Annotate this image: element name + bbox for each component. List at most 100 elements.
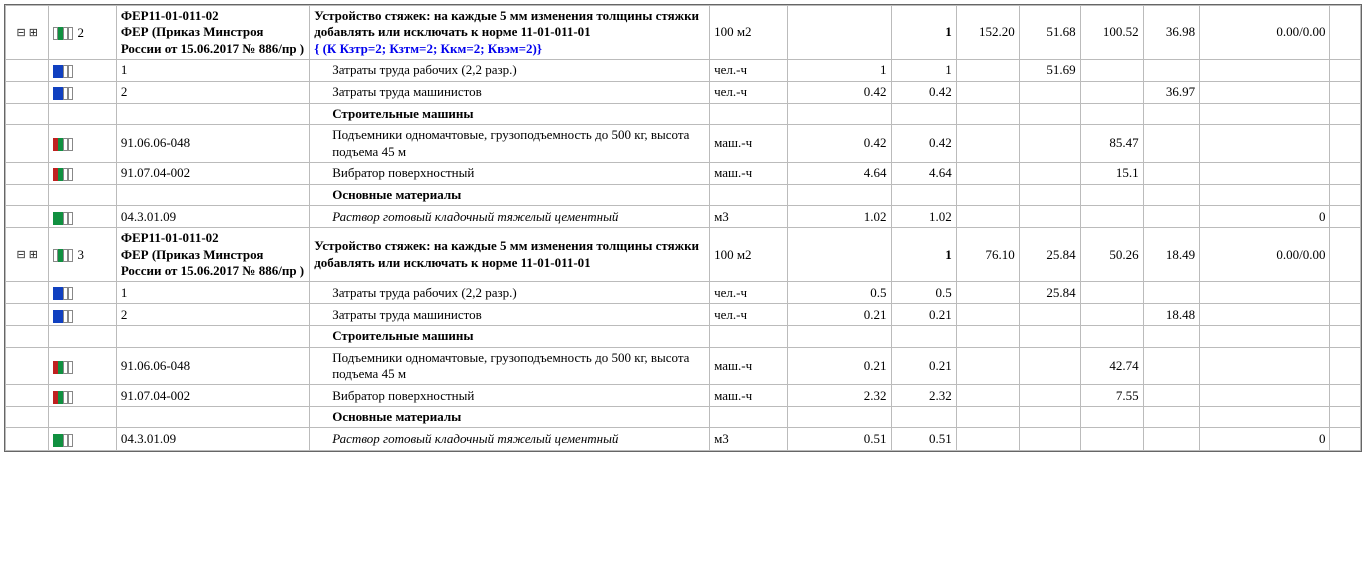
table-row[interactable]: 91.06.06-048Подъемники одномачтовые, гру… [6, 347, 1361, 385]
table-row[interactable]: Строительные машины [6, 326, 1361, 347]
item-code: 2 [116, 304, 309, 326]
item-code: 1 [116, 59, 309, 81]
cell [1080, 326, 1143, 347]
cell: 85.47 [1080, 125, 1143, 163]
item-code: 91.06.06-048 [116, 125, 309, 163]
cell [956, 282, 1019, 304]
table-row[interactable]: 1Затраты труда рабочих (2,2 разр.)чел.-ч… [6, 59, 1361, 81]
item-description: Устройство стяжек: на каждые 5 мм измене… [310, 6, 710, 60]
table-row[interactable]: ⊟ ⊞3ФЕР11-01-011-02ФЕР (Приказ Минстроя … [6, 228, 1361, 282]
cell [1200, 81, 1330, 103]
cell: 25.84 [1019, 282, 1080, 304]
cell [1330, 326, 1361, 347]
cell: маш.-ч [710, 162, 788, 184]
status-marker [49, 59, 116, 81]
cell: маш.-ч [710, 125, 788, 163]
item-code: 1 [116, 282, 309, 304]
cell [1019, 81, 1080, 103]
table-row[interactable]: ⊟ ⊞ 2ФЕР11-01-011-02ФЕР (Приказ Минстроя … [6, 6, 1361, 60]
cell: 0.5 [891, 282, 956, 304]
cell [116, 407, 309, 428]
status-marker [49, 304, 116, 326]
cell [1143, 282, 1200, 304]
cell: 0.00/0.00 [1200, 228, 1330, 282]
cell: 2.32 [788, 385, 891, 407]
table-row[interactable]: 1Затраты труда рабочих (2,2 разр.)чел.-ч… [6, 282, 1361, 304]
cell [956, 59, 1019, 81]
table-row[interactable]: 91.07.04-002Вибратор поверхностныймаш.-ч… [6, 385, 1361, 407]
cell [956, 206, 1019, 228]
table-row[interactable]: 91.07.04-002Вибратор поверхностныймаш.-ч… [6, 162, 1361, 184]
cell [956, 125, 1019, 163]
table-row[interactable]: Строительные машины [6, 104, 1361, 125]
item-description: Вибратор поверхностный [310, 385, 710, 407]
cell [956, 104, 1019, 125]
cell [1143, 428, 1200, 450]
item-code: ФЕР11-01-011-02ФЕР (Приказ Минстроя Росс… [116, 6, 309, 60]
cell [1330, 6, 1361, 60]
cell [1080, 81, 1143, 103]
table-row[interactable]: 91.06.06-048Подъемники одномачтовые, гру… [6, 125, 1361, 163]
cell: 0.51 [891, 428, 956, 450]
cell [116, 104, 309, 125]
cell: 7.55 [1080, 385, 1143, 407]
table-row[interactable]: 2Затраты труда машинистовчел.-ч0.210.211… [6, 304, 1361, 326]
cell [788, 104, 891, 125]
cell: маш.-ч [710, 347, 788, 385]
cell: 1 [891, 59, 956, 81]
cell [956, 304, 1019, 326]
cell [1080, 304, 1143, 326]
cell: 0.21 [788, 347, 891, 385]
cell: м3 [710, 206, 788, 228]
cell: 1 [891, 6, 956, 60]
cell [49, 326, 116, 347]
cell [1330, 81, 1361, 103]
cell [1330, 206, 1361, 228]
tree-toggle-icon[interactable]: ⊟ ⊞ [16, 249, 38, 261]
cell [1019, 162, 1080, 184]
item-description: Затраты труда рабочих (2,2 разр.) [310, 59, 710, 81]
cell [6, 407, 49, 428]
table-row[interactable]: 04.3.01.09Раствор готовый кладочный тяже… [6, 428, 1361, 450]
cell [6, 206, 49, 228]
cell [1330, 125, 1361, 163]
cell [1200, 326, 1330, 347]
item-description: Вибратор поверхностный [310, 162, 710, 184]
cell [1330, 428, 1361, 450]
cell: 0.42 [891, 81, 956, 103]
cell [1019, 428, 1080, 450]
cell [956, 184, 1019, 205]
cell [1200, 125, 1330, 163]
cell [1143, 104, 1200, 125]
item-description: Подъемники одномачтовые, грузоподъемност… [310, 347, 710, 385]
cell: 0.42 [788, 81, 891, 103]
cell [6, 282, 49, 304]
table-row[interactable]: Основные материалы [6, 184, 1361, 205]
cell [1019, 125, 1080, 163]
status-marker: 2 [49, 6, 116, 60]
cell [1080, 428, 1143, 450]
item-code: 91.07.04-002 [116, 385, 309, 407]
item-description: Раствор готовый кладочный тяжелый цемент… [310, 206, 710, 228]
table-row[interactable]: Основные материалы [6, 407, 1361, 428]
cell: 1 [891, 228, 956, 282]
cell: 51.69 [1019, 59, 1080, 81]
item-code: 04.3.01.09 [116, 428, 309, 450]
cell: 42.74 [1080, 347, 1143, 385]
tree-toggle-icon[interactable]: ⊟ ⊞ [16, 27, 38, 39]
cell: ⊟ ⊞ [6, 6, 49, 60]
cell [1200, 104, 1330, 125]
cell [1200, 282, 1330, 304]
cell [6, 326, 49, 347]
table-row[interactable]: 2Затраты труда машинистовчел.-ч0.420.423… [6, 81, 1361, 103]
cell [1019, 184, 1080, 205]
cell [1080, 282, 1143, 304]
cell [891, 407, 956, 428]
cell: чел.-ч [710, 81, 788, 103]
cell [6, 59, 49, 81]
cell: 18.48 [1143, 304, 1200, 326]
cell: 1.02 [788, 206, 891, 228]
table-row[interactable]: 04.3.01.09Раствор готовый кладочный тяже… [6, 206, 1361, 228]
cell: 152.20 [956, 6, 1019, 60]
cell [6, 428, 49, 450]
